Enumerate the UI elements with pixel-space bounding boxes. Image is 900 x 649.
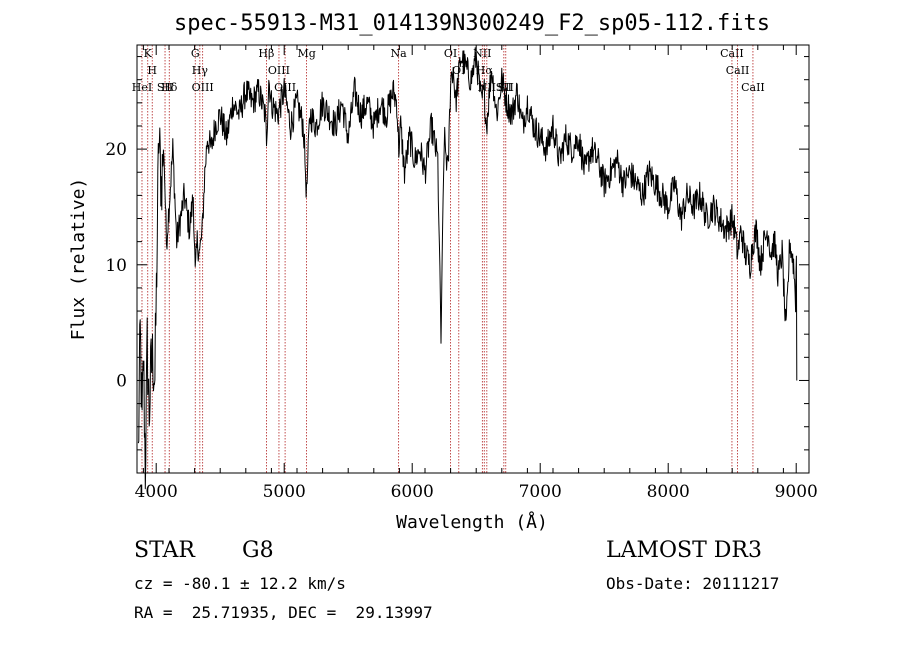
marker-label: Mg — [297, 47, 315, 60]
marker-label: OIII — [274, 81, 296, 94]
marker-label: Hα — [476, 64, 494, 77]
x-tick-label: 4000 — [135, 482, 178, 502]
marker-label: Na — [391, 47, 408, 60]
object-subclass: G8 — [242, 538, 274, 563]
x-tick-label: 7000 — [519, 482, 562, 502]
chart-title: spec-55913-M31_014139N300249_F2_sp05-112… — [174, 11, 770, 36]
marker-label: OI — [444, 47, 457, 60]
marker-label: CaII — [720, 47, 744, 60]
redshift-text: cz = -80.1 ± 12.2 km/s — [134, 574, 346, 593]
x-tick-label: 8000 — [647, 482, 690, 502]
x-axis-label: Wavelength (Å) — [396, 511, 548, 533]
y-tick-label: 0 — [116, 371, 127, 391]
coords-text: RA = 25.71935, DEC = 29.13997 — [134, 603, 433, 622]
marker-label: Hδ — [161, 81, 178, 94]
spectrum-line — [137, 47, 798, 490]
object-class: STAR — [134, 538, 195, 563]
x-tick-label: 6000 — [391, 482, 434, 502]
ticks-layer: 4000 5000 6000 7000 8000 9000 0 10 20 — [105, 45, 818, 502]
marker-label: Hγ — [192, 64, 209, 77]
marker-label: G — [191, 47, 200, 60]
spectrum-layer — [137, 47, 798, 490]
y-tick-label: 10 — [105, 256, 127, 276]
marker-label: Hβ — [258, 47, 274, 60]
y-tick-label: 20 — [105, 140, 127, 160]
marker-label: NII — [473, 47, 491, 60]
marker-label: OIII — [268, 64, 290, 77]
x-tick-label: 5000 — [263, 482, 306, 502]
marker-label: SII — [498, 81, 514, 94]
marker-label: HeI — [132, 81, 152, 94]
plot-frame — [136, 44, 810, 474]
x-tick-label: 9000 — [775, 482, 818, 502]
obs-date-text: Obs-Date: 20111217 — [606, 574, 780, 593]
marker-label: CaII — [726, 64, 750, 77]
marker-label: OIII — [192, 81, 214, 94]
survey-label: LAMOST DR3 — [606, 538, 762, 563]
y-axis-label: Flux (relative) — [68, 178, 89, 341]
marker-label: K — [144, 47, 153, 60]
marker-label: CaII — [741, 81, 765, 94]
marker-label: H — [147, 64, 157, 77]
